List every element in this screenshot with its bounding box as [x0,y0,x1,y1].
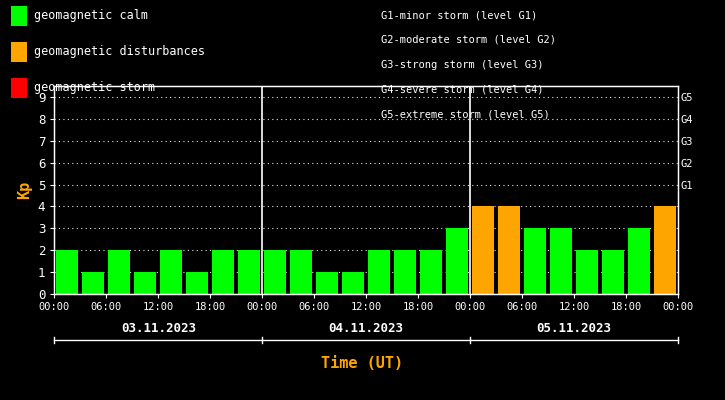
Bar [108,250,130,294]
Text: 05.11.2023: 05.11.2023 [536,322,611,335]
Text: G1-minor storm (level G1): G1-minor storm (level G1) [381,10,537,20]
Bar [83,272,104,294]
Text: geomagnetic disturbances: geomagnetic disturbances [34,46,205,58]
Text: G5-extreme storm (level G5): G5-extreme storm (level G5) [381,109,550,119]
Bar [186,272,208,294]
Bar [264,250,286,294]
Bar [420,250,442,294]
Text: 04.11.2023: 04.11.2023 [328,322,404,335]
Bar [290,250,312,294]
Bar [160,250,182,294]
Text: 03.11.2023: 03.11.2023 [121,322,196,335]
Text: Time (UT): Time (UT) [321,356,404,371]
Text: geomagnetic calm: geomagnetic calm [34,10,148,22]
Bar [446,228,468,294]
Text: geomagnetic storm: geomagnetic storm [34,82,155,94]
Y-axis label: Kp: Kp [17,181,33,199]
Bar [576,250,598,294]
Bar [498,206,520,294]
Bar [316,272,338,294]
Bar [472,206,494,294]
Bar [134,272,157,294]
Bar [628,228,650,294]
Bar [368,250,390,294]
Bar [394,250,416,294]
Text: G3-strong storm (level G3): G3-strong storm (level G3) [381,60,543,70]
Bar [550,228,572,294]
Bar [57,250,78,294]
Bar [602,250,624,294]
Text: G2-moderate storm (level G2): G2-moderate storm (level G2) [381,35,555,45]
Bar [524,228,546,294]
Bar [239,250,260,294]
Bar [654,206,676,294]
Bar [342,272,364,294]
Bar [212,250,234,294]
Text: G4-severe storm (level G4): G4-severe storm (level G4) [381,84,543,94]
